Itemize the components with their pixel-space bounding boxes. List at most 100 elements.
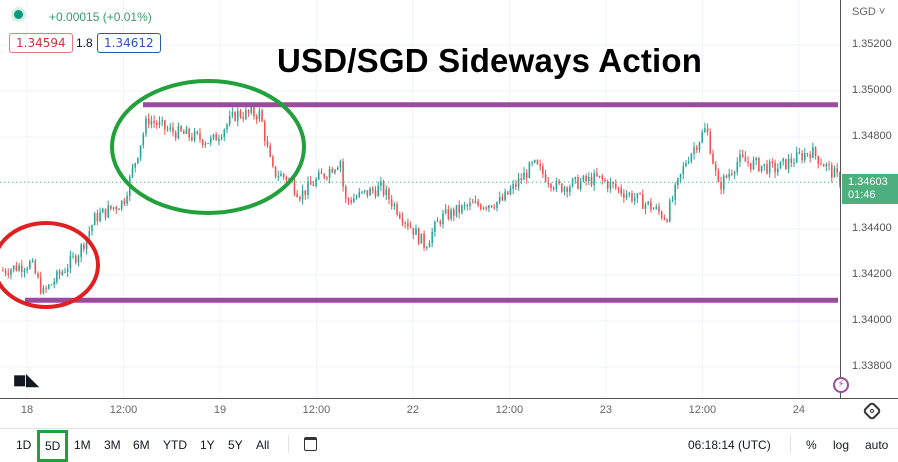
candle-body	[741, 154, 744, 157]
candle-body	[77, 256, 80, 263]
candle-body	[388, 189, 390, 200]
candle-body	[825, 164, 828, 167]
candle-body	[20, 265, 23, 272]
range-1y[interactable]: 1Y	[200, 438, 215, 452]
candle-body	[687, 161, 690, 163]
candle-body	[380, 181, 382, 186]
candle-body	[288, 178, 290, 181]
candle-body	[304, 190, 307, 195]
candle-body	[358, 191, 361, 197]
date-range-icon[interactable]	[304, 437, 317, 451]
candle-body	[83, 244, 85, 249]
candle-body	[704, 128, 706, 133]
candle-body	[606, 181, 609, 189]
candle-body	[663, 217, 666, 220]
candle-body	[99, 212, 101, 222]
range-5y[interactable]: 5Y	[228, 438, 243, 452]
candle-body	[7, 273, 10, 275]
range-ytd[interactable]: YTD	[163, 438, 187, 452]
time-tick: 18	[20, 404, 34, 416]
candle-body	[347, 198, 350, 201]
range-5d[interactable]: 5D	[37, 430, 69, 462]
candle-body	[558, 180, 560, 184]
candle-body	[763, 163, 766, 166]
candle-body	[485, 207, 487, 209]
candle-body	[37, 273, 39, 277]
candle-body	[552, 188, 555, 190]
price-axis[interactable]: SGD ˅ 1.35200 1.35000 1.34800 1.34400 1.3420…	[840, 0, 898, 398]
candle-body	[131, 167, 134, 177]
candle-body	[209, 137, 212, 143]
bid-button[interactable]: 1.34594	[9, 33, 73, 53]
candle-body	[509, 189, 512, 195]
price-chart[interactable]	[0, 0, 840, 398]
candle-body	[590, 176, 593, 186]
candle-body	[833, 168, 836, 178]
candle-body	[328, 168, 331, 178]
ask-button[interactable]: 1.34612	[97, 33, 161, 53]
range-3m[interactable]: 3M	[104, 438, 121, 452]
range-1m[interactable]: 1M	[74, 438, 91, 452]
green-circle-annotation	[110, 79, 306, 215]
candle-countdown: 01:46	[848, 189, 876, 201]
candle-body	[550, 183, 552, 189]
candle-body	[228, 115, 231, 125]
candle-body	[10, 269, 12, 275]
range-6m[interactable]: 6M	[133, 438, 150, 452]
auto-toggle[interactable]: auto	[865, 438, 889, 452]
candle-body	[266, 140, 269, 146]
current-price: 1.34603	[848, 176, 888, 188]
candle-body	[614, 183, 617, 188]
candle-body	[612, 182, 614, 184]
time-axis[interactable]	[0, 398, 898, 428]
chart-title: USD/SGD Sideways Action	[277, 42, 703, 79]
candle-body	[641, 194, 644, 209]
candle-body	[123, 200, 126, 204]
candle-body	[231, 112, 234, 116]
candle-body	[566, 187, 568, 193]
price-tick: 1.34000	[852, 314, 892, 326]
candle-body	[393, 204, 396, 207]
candle-body	[520, 178, 523, 181]
candle-body	[66, 268, 69, 272]
candle-body	[709, 131, 712, 154]
candle-body	[53, 281, 55, 285]
candle-body	[366, 190, 369, 196]
candle-body	[274, 166, 277, 177]
candle-body	[569, 186, 571, 193]
range-all[interactable]: All	[256, 438, 270, 452]
candle-body	[69, 255, 72, 269]
lightning-icon[interactable]: ⚡	[833, 377, 849, 393]
range-1d[interactable]: 1D	[16, 438, 32, 452]
candle-body	[774, 162, 776, 173]
price-tick: 1.34400	[852, 222, 892, 234]
candle-body	[469, 202, 471, 206]
candle-body	[647, 201, 649, 204]
candle-body	[282, 173, 285, 177]
candle-body	[29, 261, 31, 269]
candle-body	[47, 284, 50, 289]
utc-clock[interactable]: 06:18:14 (UTC)	[688, 438, 771, 452]
candle-body	[447, 209, 450, 219]
candle-body	[585, 175, 587, 181]
chevron-down-icon: ˅	[875, 6, 886, 18]
currency-selector[interactable]: SGD ˅	[852, 6, 885, 18]
candle-body	[12, 265, 15, 270]
candle-body	[809, 154, 811, 158]
candle-body	[666, 219, 668, 222]
candle-body	[296, 193, 298, 198]
candle-body	[361, 191, 363, 193]
candle-body	[317, 172, 320, 180]
percent-toggle[interactable]: %	[806, 438, 817, 452]
candle-body	[139, 145, 142, 158]
candle-body	[798, 152, 801, 154]
candle-body	[636, 193, 639, 199]
candle-body	[768, 161, 771, 174]
candle-body	[601, 175, 604, 180]
candle-body	[425, 247, 428, 249]
candle-body	[758, 158, 760, 172]
log-toggle[interactable]: log	[833, 438, 850, 452]
candle-body	[188, 128, 190, 138]
candle-body	[577, 177, 579, 189]
candle-body	[199, 133, 201, 140]
